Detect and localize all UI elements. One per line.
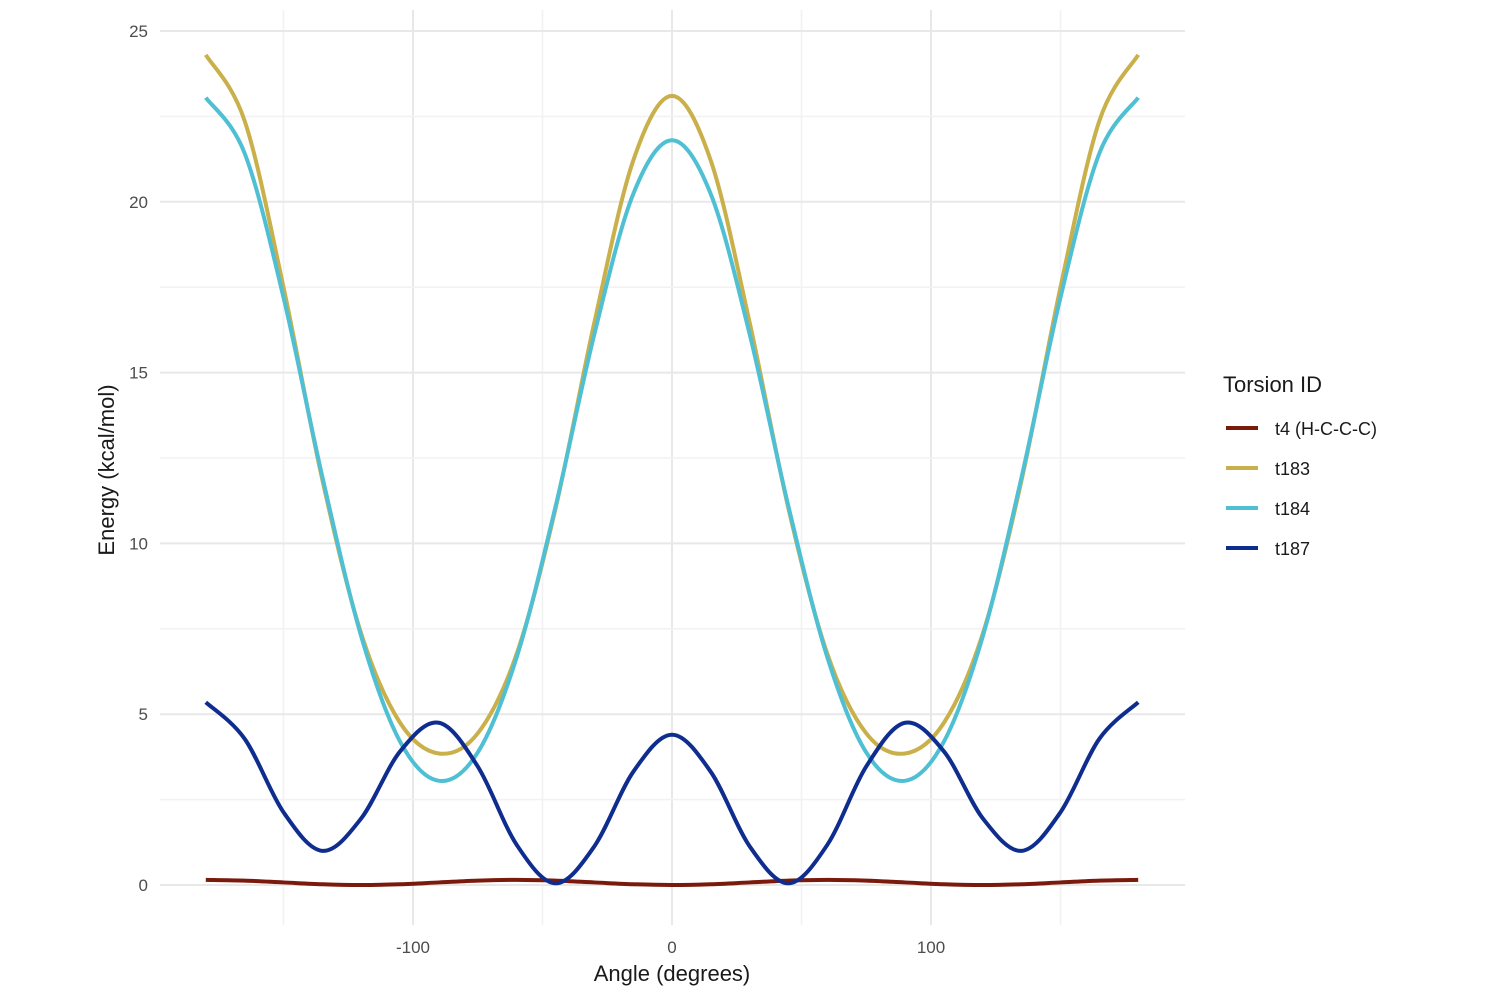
legend-title: Torsion ID	[1223, 372, 1322, 397]
x-axis-label: Angle (degrees)	[594, 961, 751, 986]
legend-label-t183: t183	[1275, 459, 1310, 479]
y-axis-ticks: 0 5 10 15 20 25	[129, 22, 148, 895]
x-tick-label: 0	[667, 938, 676, 957]
series-line-t187	[204, 700, 1140, 886]
y-tick-label: 5	[139, 705, 148, 724]
y-tick-label: 15	[129, 364, 148, 383]
legend: Torsion ID t4 (H-C-C-C) t183 t184 t187	[1223, 372, 1377, 559]
x-axis-ticks: -100 0 100	[396, 938, 945, 957]
y-axis-label: Energy (kcal/mol)	[94, 384, 119, 555]
y-tick-label: 25	[129, 22, 148, 41]
series-lines	[204, 53, 1140, 887]
x-tick-label: -100	[396, 938, 430, 957]
y-tick-label: 10	[129, 534, 148, 553]
legend-label-t184: t184	[1275, 499, 1310, 519]
y-tick-label: 0	[139, 876, 148, 895]
series-line-t4	[205, 877, 1139, 887]
legend-label-t4: t4 (H-C-C-C)	[1275, 419, 1377, 439]
legend-label-t187: t187	[1275, 539, 1310, 559]
series-line-t184	[204, 96, 1140, 783]
x-tick-label: 100	[917, 938, 945, 957]
grid	[160, 10, 1185, 925]
y-tick-label: 20	[129, 193, 148, 212]
